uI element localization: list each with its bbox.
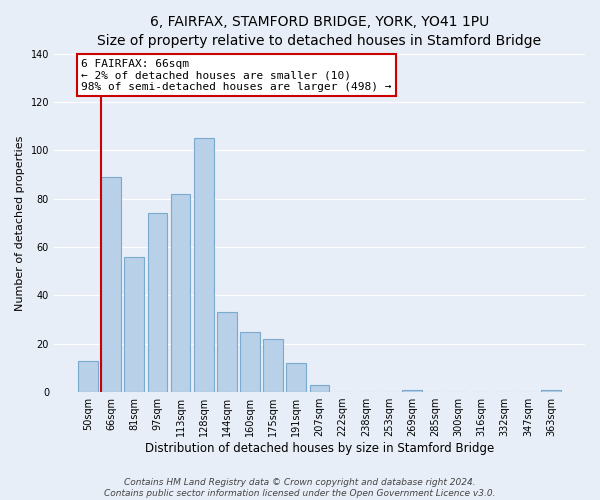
- Bar: [148, 214, 167, 392]
- Bar: [541, 390, 561, 392]
- Text: Contains HM Land Registry data © Crown copyright and database right 2024.
Contai: Contains HM Land Registry data © Crown c…: [104, 478, 496, 498]
- Bar: [101, 177, 121, 392]
- Bar: [286, 363, 306, 392]
- Bar: [217, 312, 236, 392]
- Bar: [78, 360, 98, 392]
- Bar: [170, 194, 190, 392]
- Text: 6 FAIRFAX: 66sqm
← 2% of detached houses are smaller (10)
98% of semi-detached h: 6 FAIRFAX: 66sqm ← 2% of detached houses…: [81, 58, 391, 92]
- Bar: [124, 257, 144, 392]
- Bar: [194, 138, 214, 392]
- Y-axis label: Number of detached properties: Number of detached properties: [15, 136, 25, 310]
- Bar: [263, 339, 283, 392]
- Bar: [310, 385, 329, 392]
- Bar: [240, 332, 260, 392]
- X-axis label: Distribution of detached houses by size in Stamford Bridge: Distribution of detached houses by size …: [145, 442, 494, 455]
- Bar: [402, 390, 422, 392]
- Title: 6, FAIRFAX, STAMFORD BRIDGE, YORK, YO41 1PU
Size of property relative to detache: 6, FAIRFAX, STAMFORD BRIDGE, YORK, YO41 …: [97, 15, 542, 48]
